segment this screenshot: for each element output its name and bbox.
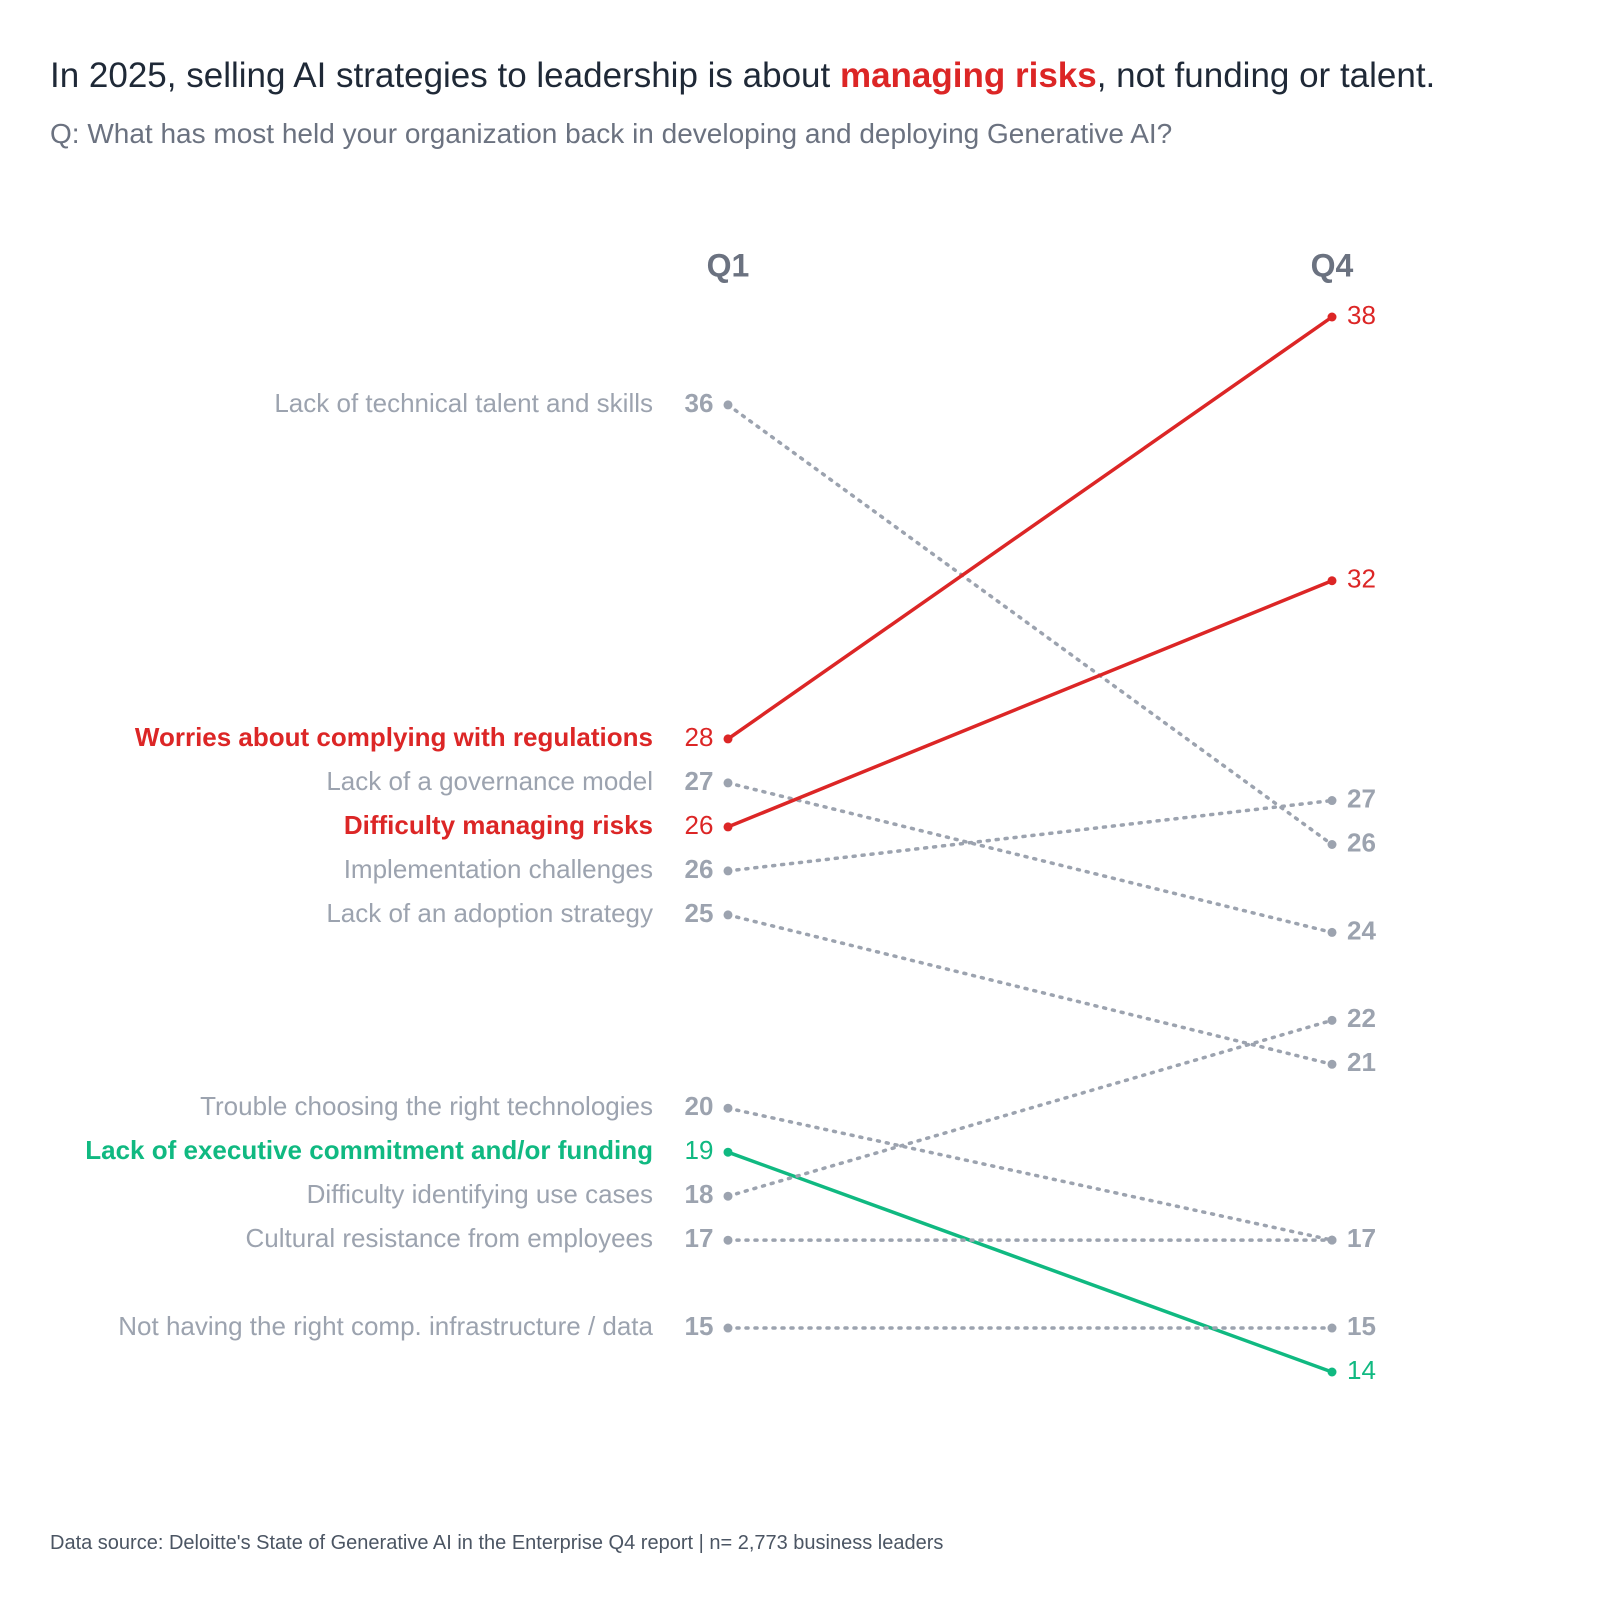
series-label: Trouble choosing the right technologies <box>200 1091 653 1121</box>
value-label: 27 <box>685 766 714 796</box>
value-label: 22 <box>1347 1003 1376 1033</box>
value-label: 36 <box>685 388 714 418</box>
series-label: Lack of technical talent and skills <box>274 388 653 418</box>
source-note: Data source: Deloitte's State of Generat… <box>50 1532 944 1554</box>
value-label: 20 <box>685 1091 714 1121</box>
point <box>1327 927 1337 937</box>
value-label: 18 <box>685 1179 714 1209</box>
series-label: Lack of a governance model <box>326 766 653 796</box>
point <box>1327 1059 1337 1069</box>
series-label: Worries about complying with regulations <box>135 722 653 752</box>
point <box>723 1191 733 1201</box>
point <box>1327 1235 1337 1245</box>
value-label: 38 <box>1347 300 1376 330</box>
point <box>1327 576 1337 586</box>
series-label: Lack of an adoption strategy <box>326 898 653 928</box>
value-label: 17 <box>685 1223 714 1253</box>
point <box>723 866 733 876</box>
series-label: Implementation challenges <box>344 854 653 884</box>
slope-line <box>726 579 1334 829</box>
point <box>1327 1367 1337 1377</box>
title-text: , not funding or talent. <box>1096 56 1436 95</box>
title-text: In 2025, selling AI strategies to leader… <box>50 56 840 95</box>
series-label: Difficulty managing risks <box>344 810 653 840</box>
slope-line <box>726 913 1334 1067</box>
point <box>723 734 733 744</box>
point <box>1327 840 1337 849</box>
slope-line <box>726 781 1334 935</box>
slope-line <box>726 798 1334 873</box>
slope-line <box>726 1106 1334 1242</box>
point <box>723 822 733 832</box>
point <box>1327 1015 1337 1025</box>
value-label: 26 <box>1347 827 1376 857</box>
value-label: 17 <box>1347 1223 1376 1253</box>
series-label: Not having the right comp. infrastructur… <box>118 1311 653 1341</box>
series-label: Difficulty identifying use cases <box>307 1179 653 1209</box>
chart-title: In 2025, selling AI strategies to leader… <box>50 56 1435 96</box>
series-label: Cultural resistance from employees <box>246 1223 654 1253</box>
point <box>1327 796 1337 806</box>
value-label: 27 <box>1347 783 1376 813</box>
value-label: 26 <box>685 810 714 840</box>
value-label: 28 <box>685 722 714 752</box>
point <box>1327 1323 1337 1333</box>
point <box>723 1147 733 1157</box>
column-header: Q1 <box>707 247 750 283</box>
point <box>723 400 733 410</box>
value-label: 21 <box>1347 1047 1376 1077</box>
value-label: 15 <box>1347 1311 1376 1341</box>
series-label: Lack of executive commitment and/or fund… <box>85 1135 653 1165</box>
point <box>723 910 733 920</box>
value-label: 26 <box>685 854 714 884</box>
slope-line <box>726 403 1334 847</box>
slope-line <box>726 1150 1334 1374</box>
chart: Q1 Q4 Lack of technical talent and skills 3… <box>85 247 1376 1385</box>
value-label: 15 <box>685 1311 714 1341</box>
slope-line <box>726 315 1334 741</box>
point <box>723 778 733 788</box>
value-label: 24 <box>1347 915 1376 945</box>
value-label: 19 <box>685 1135 714 1165</box>
value-label: 25 <box>685 898 714 928</box>
value-label: 17 <box>1347 1223 1376 1253</box>
slope-line <box>726 1018 1334 1198</box>
point <box>723 1323 733 1333</box>
point <box>723 1103 733 1113</box>
title-highlight: managing risks <box>839 56 1097 95</box>
chart-subtitle: Q: What has most held your organization … <box>50 118 1173 149</box>
point <box>1327 312 1337 322</box>
value-label: 14 <box>1347 1355 1376 1385</box>
value-label: 32 <box>1347 564 1376 594</box>
point <box>723 1235 733 1245</box>
column-header: Q4 <box>1311 247 1354 283</box>
